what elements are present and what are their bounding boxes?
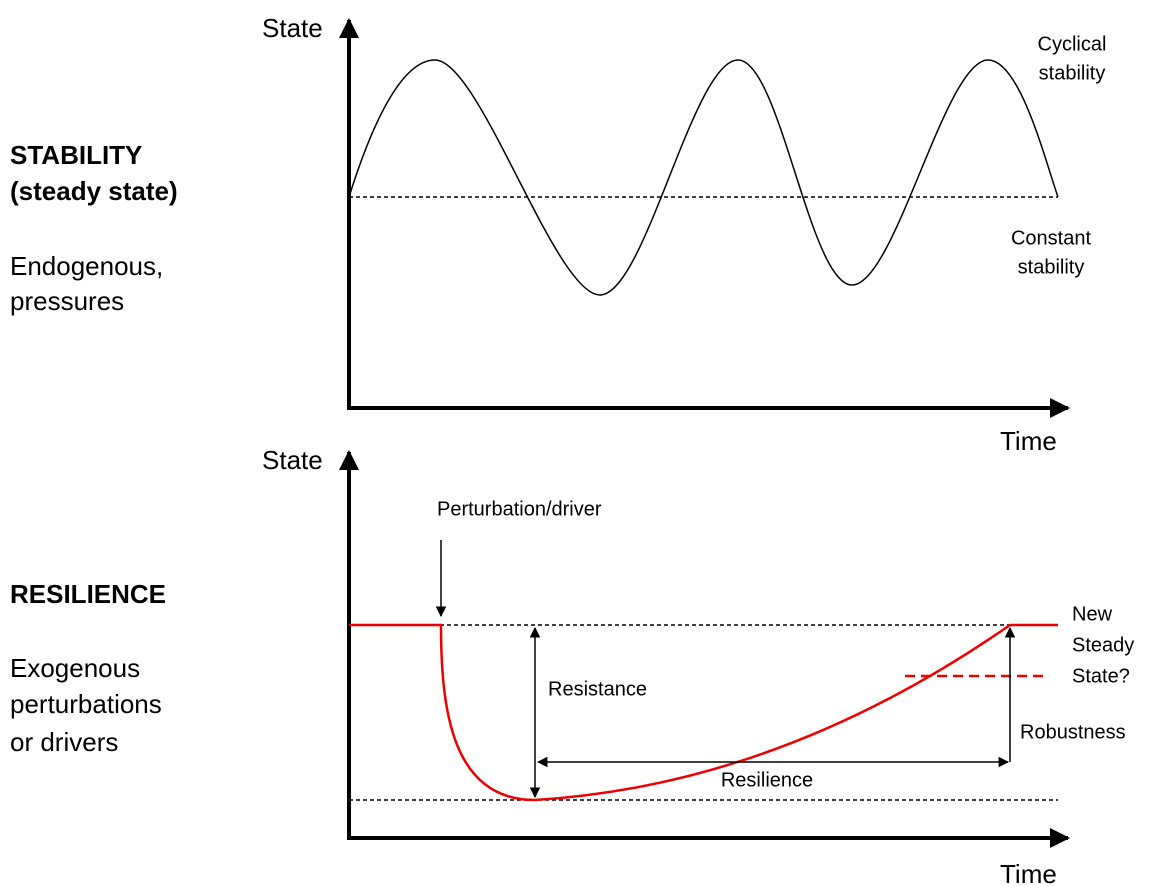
y-axis-label: State	[262, 13, 323, 43]
state-curve	[349, 623, 1058, 802]
heading: STABILITY	[10, 140, 142, 170]
x-axis-label: Time	[1000, 859, 1057, 886]
heading: (steady state)	[10, 176, 178, 206]
label: Robustness	[1020, 721, 1126, 743]
label: New	[1072, 603, 1113, 625]
label: Constant	[1011, 227, 1091, 249]
label: Resilience	[721, 769, 813, 791]
label: Perturbation/driver	[437, 498, 602, 520]
description: or drivers	[10, 727, 118, 757]
heading: RESILIENCE	[10, 579, 166, 609]
cyclical-curve	[348, 59, 1059, 296]
label: Cyclical	[1038, 33, 1107, 55]
description: perturbations	[10, 689, 162, 719]
label: stability	[1039, 62, 1106, 84]
label: Resistance	[548, 678, 647, 700]
description: Exogenous	[10, 653, 140, 683]
x-axis-label: Time	[1000, 426, 1057, 456]
description: pressures	[10, 286, 124, 316]
label: State?	[1072, 665, 1130, 687]
label: stability	[1018, 256, 1085, 278]
description: Endogenous,	[10, 251, 163, 281]
y-axis-label: State	[262, 445, 323, 475]
label: Steady	[1072, 634, 1134, 656]
